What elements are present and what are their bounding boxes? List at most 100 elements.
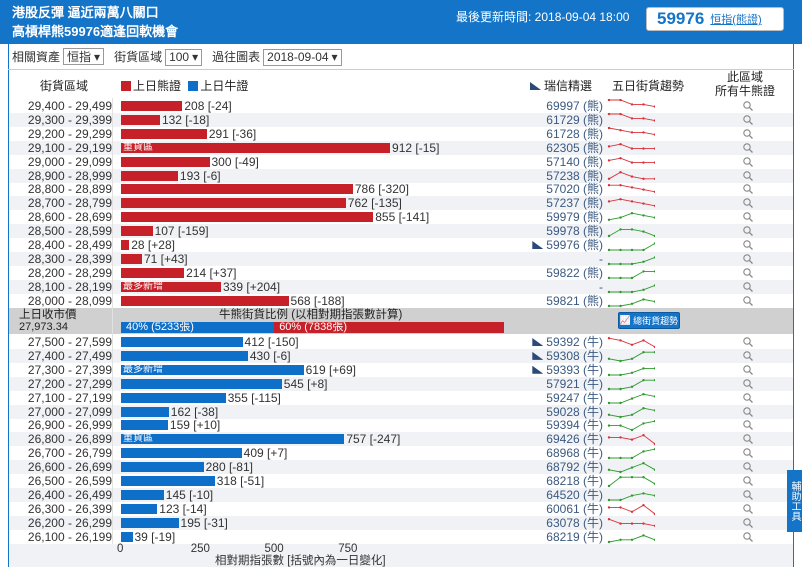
search-icon[interactable] <box>742 517 754 529</box>
search-icon[interactable] <box>742 433 754 445</box>
warrant-code[interactable]: 61729 (熊) <box>479 113 603 127</box>
search-icon[interactable] <box>742 531 754 543</box>
warrant-code[interactable]: 59028 (牛) <box>479 405 603 419</box>
zone-select[interactable]: 100 ▾ <box>165 48 203 66</box>
search-icon[interactable] <box>742 419 754 431</box>
bear-bar[interactable] <box>121 295 289 306</box>
warrant-code[interactable]: 59392 (牛) <box>479 335 603 349</box>
warrant-code[interactable]: 69997 (熊) <box>479 99 603 113</box>
warrant-code[interactable]: 62305 (熊) <box>479 141 603 155</box>
search-icon[interactable] <box>742 350 754 362</box>
bull-bar[interactable] <box>121 378 282 389</box>
search-icon[interactable] <box>742 253 754 265</box>
search-icon[interactable] <box>742 503 754 515</box>
search-icon[interactable] <box>742 170 754 182</box>
search-icon[interactable] <box>742 489 754 501</box>
bear-bar[interactable] <box>121 128 207 139</box>
bear-bar[interactable]: 重貨區 <box>121 142 391 153</box>
bull-bar[interactable] <box>121 517 179 528</box>
bull-bar[interactable] <box>121 476 215 486</box>
search-icon[interactable] <box>742 461 754 473</box>
bear-bar[interactable] <box>121 253 142 264</box>
warrant-code[interactable]: 59308 (牛) <box>479 349 603 363</box>
bear-bar[interactable] <box>121 184 353 195</box>
warrant-code[interactable]: 59979 (熊) <box>479 210 603 224</box>
bull-bar[interactable] <box>121 392 226 403</box>
bear-bar[interactable] <box>121 212 374 223</box>
warrant-code[interactable]: 64520 (牛) <box>479 488 603 502</box>
featured-link[interactable]: 恒指(熊證) <box>710 14 762 26</box>
search-icon[interactable] <box>742 156 754 168</box>
search-icon[interactable] <box>742 364 754 376</box>
search-icon[interactable] <box>742 183 754 195</box>
warrant-code[interactable]: 57921 (牛) <box>479 377 603 391</box>
sparkline-point <box>619 505 622 509</box>
search-icon[interactable] <box>742 142 754 154</box>
search-icon[interactable] <box>742 475 754 487</box>
bear-bar[interactable] <box>121 156 210 167</box>
search-icon[interactable] <box>742 378 754 390</box>
warrant-code[interactable]: 59976 (熊) <box>479 238 603 252</box>
bear-bar[interactable]: 最多新增 <box>121 281 221 292</box>
side-tab[interactable]: 輔助工具 <box>787 470 802 532</box>
bull-bar[interactable] <box>121 462 204 473</box>
warrant-code[interactable]: 57020 (熊) <box>479 182 603 196</box>
featured-warrant-box[interactable]: 59976 恒指(熊證) <box>646 7 784 31</box>
search-icon[interactable] <box>742 392 754 404</box>
bear-bar[interactable] <box>121 101 183 111</box>
bull-bar[interactable] <box>121 531 133 542</box>
search-icon[interactable] <box>742 239 754 251</box>
warrant-code[interactable]: 60061 (牛) <box>479 502 603 516</box>
warrant-code[interactable]: 59822 (熊) <box>479 266 603 280</box>
warrant-code[interactable]: 68218 (牛) <box>479 474 603 488</box>
warrant-code[interactable]: 68792 (牛) <box>479 460 603 474</box>
warrant-code[interactable]: 69426 (牛) <box>479 432 603 446</box>
bull-bar[interactable]: 最多新增 <box>121 364 304 375</box>
search-icon[interactable] <box>742 336 754 348</box>
bull-bar[interactable] <box>121 406 169 417</box>
warrant-code[interactable]: 59247 (牛) <box>479 391 603 405</box>
bear-bar[interactable] <box>121 170 178 181</box>
warrant-code[interactable]: 57140 (熊) <box>479 155 603 169</box>
bull-bar[interactable] <box>121 503 158 514</box>
warrant-code[interactable]: 68219 (牛) <box>479 530 603 544</box>
search-icon[interactable] <box>742 225 754 237</box>
bear-bar[interactable] <box>121 240 130 250</box>
total-trend-button[interactable]: 📈 總街貨趨勢 <box>618 312 680 329</box>
search-icon[interactable] <box>742 100 754 112</box>
warrant-code[interactable]: 59978 (熊) <box>479 224 603 238</box>
bull-bar[interactable]: 重貨區 <box>121 433 345 445</box>
bull-bar[interactable] <box>121 337 243 347</box>
warrant-code[interactable]: 57238 (熊) <box>479 169 603 183</box>
bear-bar[interactable] <box>121 198 346 209</box>
bear-bar[interactable] <box>121 114 160 125</box>
featured-code[interactable]: 59976 <box>657 9 705 28</box>
search-icon[interactable] <box>742 447 754 459</box>
search-icon[interactable] <box>742 267 754 279</box>
bear-bar[interactable] <box>121 226 153 237</box>
sparkline-point <box>630 466 634 469</box>
bear-bar[interactable] <box>121 267 185 278</box>
bull-bar[interactable] <box>121 420 168 431</box>
warrant-code[interactable]: 57237 (熊) <box>479 196 603 210</box>
bull-bar[interactable] <box>121 350 248 361</box>
search-icon[interactable] <box>742 197 754 209</box>
warrant-code[interactable]: 59393 (牛) <box>479 363 603 377</box>
search-icon[interactable] <box>742 128 754 140</box>
search-icon[interactable] <box>742 406 754 418</box>
warrant-code[interactable]: 68968 (牛) <box>479 446 603 460</box>
bull-bar[interactable] <box>121 489 164 500</box>
search-icon[interactable] <box>742 295 754 307</box>
asset-select[interactable]: 恒指 ▾ <box>63 48 105 66</box>
warrant-code[interactable]: 61728 (熊) <box>479 127 603 141</box>
history-select[interactable]: 2018-09-04 ▾ <box>263 48 342 66</box>
bull-bar[interactable] <box>121 448 242 459</box>
warrant-code[interactable]: 63078 (牛) <box>479 516 603 530</box>
search-icon[interactable] <box>742 114 754 126</box>
warrant-code-text: 61728 (熊) <box>546 126 603 141</box>
warrant-code[interactable]: 59821 (熊) <box>479 294 603 308</box>
sparkline-point <box>653 420 655 423</box>
search-icon[interactable] <box>742 281 754 293</box>
search-icon[interactable] <box>742 211 754 223</box>
warrant-code[interactable]: 59394 (牛) <box>479 418 603 432</box>
